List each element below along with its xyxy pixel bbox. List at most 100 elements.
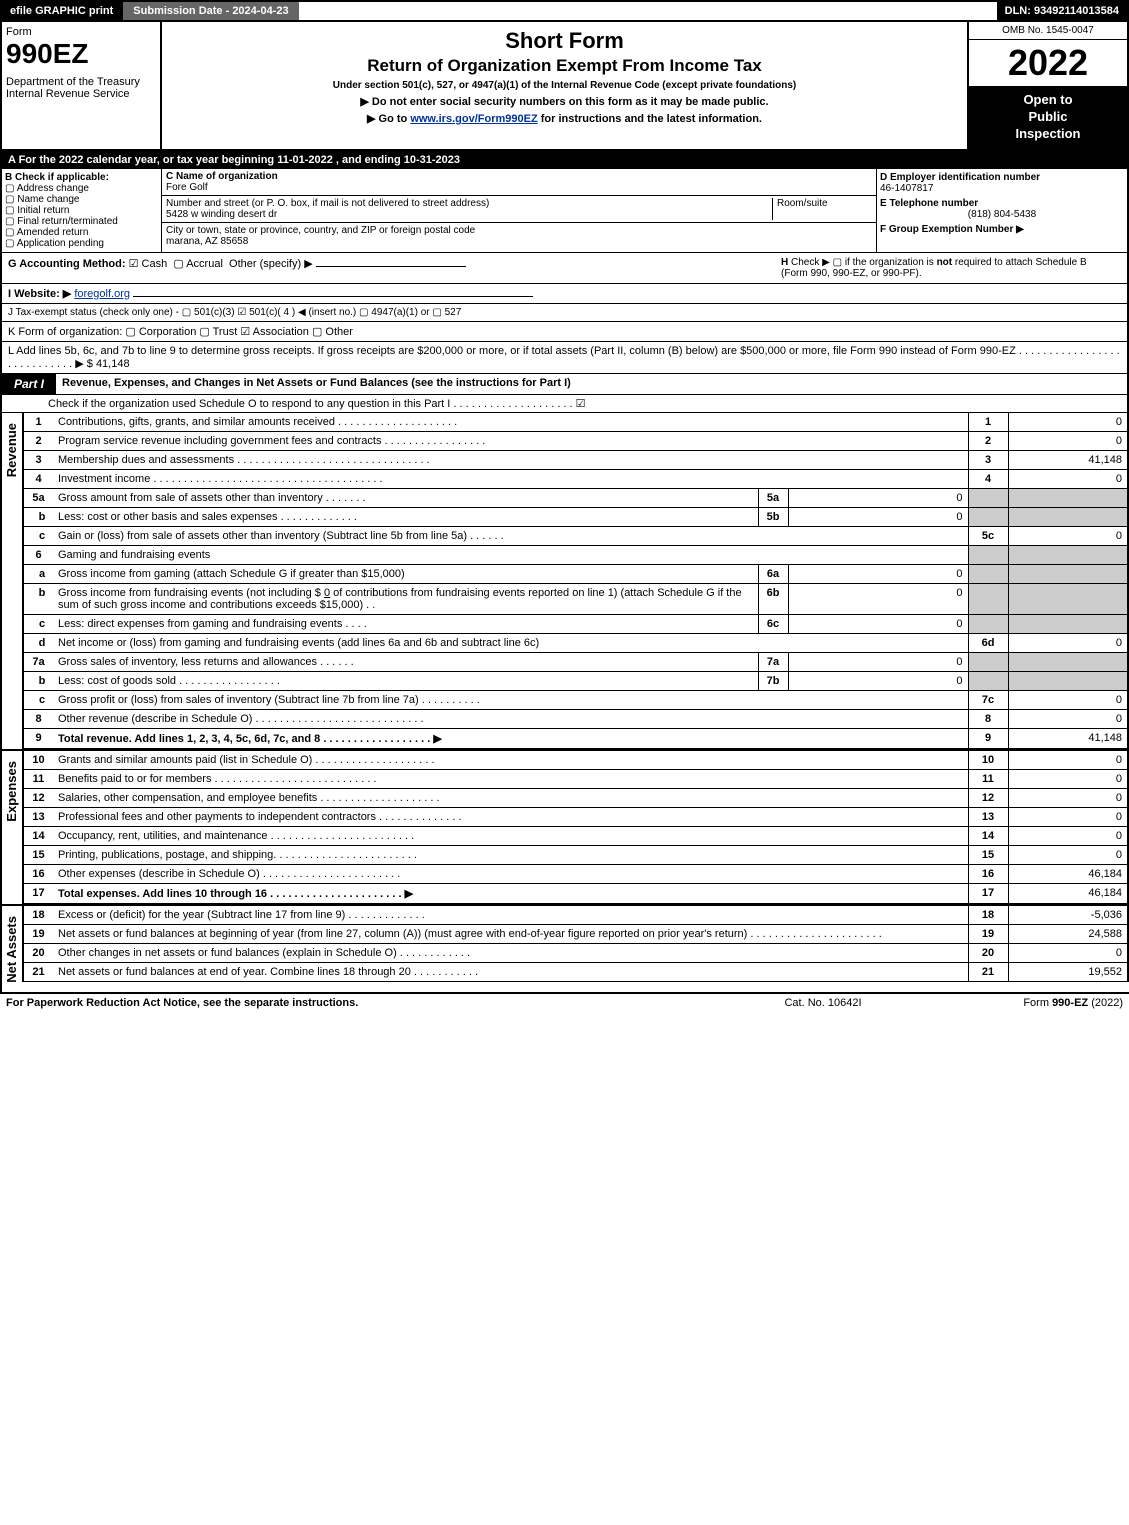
- shade-cell: [1008, 614, 1128, 633]
- ssn-warning: ▶ Do not enter social security numbers o…: [168, 95, 961, 108]
- line-desc: Excess or (deficit) for the year (Subtra…: [53, 906, 968, 925]
- other-specify-input[interactable]: [316, 266, 466, 267]
- inner-val: 0: [788, 583, 968, 614]
- line-16: 16Other expenses (describe in Schedule O…: [23, 864, 1128, 883]
- form-label: Form: [6, 26, 156, 38]
- row-i: I Website: ▶ foregolf.org: [0, 284, 1129, 304]
- cb-address-change[interactable]: ▢ Address change: [5, 183, 158, 194]
- line-9: 9Total revenue. Add lines 1, 2, 3, 4, 5c…: [23, 728, 1128, 748]
- line-rnum: 1: [968, 413, 1008, 432]
- i-label: I Website: ▶: [8, 288, 71, 300]
- org-name: Fore Golf: [166, 182, 208, 193]
- part-i-tab: Part I: [2, 374, 56, 394]
- inspect-3: Inspection: [1015, 126, 1080, 141]
- inner-val: 0: [788, 652, 968, 671]
- paperwork-notice: For Paperwork Reduction Act Notice, see …: [6, 997, 723, 1009]
- line-desc: Investment income . . . . . . . . . . . …: [53, 469, 968, 488]
- line-17: 17Total expenses. Add lines 10 through 1…: [23, 883, 1128, 903]
- l-value: 41,148: [96, 358, 130, 370]
- shade-cell: [968, 652, 1008, 671]
- revenue-table: 1Contributions, gifts, grants, and simil…: [22, 413, 1129, 749]
- cb-application-pending[interactable]: ▢ Application pending: [5, 238, 158, 249]
- goto-post: for instructions and the latest informat…: [538, 113, 762, 125]
- line-6a: aGross income from gaming (attach Schedu…: [23, 564, 1128, 583]
- line-num: b: [23, 671, 53, 690]
- cb-initial-return[interactable]: ▢ Initial return: [5, 205, 158, 216]
- line-rval: 46,184: [1008, 883, 1128, 903]
- line-19: 19Net assets or fund balances at beginni…: [23, 924, 1128, 943]
- line-7b: bLess: cost of goods sold . . . . . . . …: [23, 671, 1128, 690]
- l-text: L Add lines 5b, 6c, and 7b to line 9 to …: [8, 345, 1120, 370]
- line-rnum: 19: [968, 924, 1008, 943]
- shade-cell: [968, 583, 1008, 614]
- form-number: 990EZ: [6, 38, 156, 70]
- line-rnum: 16: [968, 864, 1008, 883]
- inner-num: 7a: [758, 652, 788, 671]
- line-rval: 41,148: [1008, 450, 1128, 469]
- cb-name-change[interactable]: ▢ Name change: [5, 194, 158, 205]
- cb-final-return[interactable]: ▢ Final return/terminated: [5, 216, 158, 227]
- h-text2: required to attach Schedule B: [952, 257, 1087, 268]
- line-rval: 0: [1008, 769, 1128, 788]
- line-rnum: 5c: [968, 526, 1008, 545]
- line-18: 18Excess or (deficit) for the year (Subt…: [23, 906, 1128, 925]
- line-desc: Contributions, gifts, grants, and simila…: [53, 413, 968, 432]
- line-rval: 0: [1008, 526, 1128, 545]
- box-d: D Employer identification number 46-1407…: [877, 169, 1127, 252]
- inspect-2: Public: [1028, 109, 1067, 124]
- line-7a: 7aGross sales of inventory, less returns…: [23, 652, 1128, 671]
- shade-cell: [1008, 507, 1128, 526]
- form-ref-post: (2022): [1088, 997, 1123, 1009]
- line-rnum: 17: [968, 883, 1008, 903]
- line-3: 3Membership dues and assessments . . . .…: [23, 450, 1128, 469]
- line-num: 6: [23, 545, 53, 564]
- line-desc: Program service revenue including govern…: [53, 431, 968, 450]
- goto-note: ▶ Go to www.irs.gov/Form990EZ for instru…: [168, 112, 961, 125]
- shade-cell: [1008, 488, 1128, 507]
- revenue-side-label: Revenue: [2, 413, 21, 487]
- cb-label: Initial return: [17, 205, 69, 216]
- cb-label: Amended return: [17, 227, 89, 238]
- box-b: B Check if applicable: ▢ Address change …: [2, 169, 162, 252]
- line-desc: Gross income from gaming (attach Schedul…: [53, 564, 758, 583]
- line-rval: 0: [1008, 633, 1128, 652]
- line-desc: Printing, publications, postage, and shi…: [53, 845, 968, 864]
- line-num: 1: [23, 413, 53, 432]
- line-num: b: [23, 583, 53, 614]
- revenue-section: Revenue 1Contributions, gifts, grants, a…: [0, 413, 1129, 751]
- row-l: L Add lines 5b, 6c, and 7b to line 9 to …: [0, 342, 1129, 374]
- accrual-label: Accrual: [186, 258, 223, 270]
- form-ref-bold: 990-EZ: [1052, 997, 1088, 1009]
- top-bar: efile GRAPHIC print Submission Date - 20…: [0, 0, 1129, 22]
- ein-value: 46-1407817: [880, 183, 1124, 194]
- box-b-title: B Check if applicable:: [5, 172, 158, 183]
- line-num: 3: [23, 450, 53, 469]
- line-6b: b Gross income from fundraising events (n…: [23, 583, 1128, 614]
- shade-cell: [968, 507, 1008, 526]
- line-num: 9: [23, 728, 53, 748]
- line-desc: Gross profit or (loss) from sales of inv…: [53, 690, 968, 709]
- shade-cell: [968, 614, 1008, 633]
- inner-num: 5a: [758, 488, 788, 507]
- cb-cash[interactable]: ☑: [129, 258, 139, 270]
- line-rnum: 8: [968, 709, 1008, 728]
- line-desc: Net income or (loss) from gaming and fun…: [53, 633, 968, 652]
- inner-num: 5b: [758, 507, 788, 526]
- website-link[interactable]: foregolf.org: [74, 288, 130, 300]
- shade-cell: [968, 564, 1008, 583]
- cb-accrual[interactable]: ▢: [173, 258, 183, 270]
- shade-cell: [1008, 671, 1128, 690]
- line-num: 17: [23, 883, 53, 903]
- inspect-1: Open to: [1023, 92, 1072, 107]
- row-gh: G Accounting Method: ☑ Cash ▢ Accrual Ot…: [0, 253, 1129, 284]
- cb-amended-return[interactable]: ▢ Amended return: [5, 227, 158, 238]
- line-rnum: 14: [968, 826, 1008, 845]
- line-desc: Membership dues and assessments . . . . …: [53, 450, 968, 469]
- line-desc: Benefits paid to or for members . . . . …: [53, 769, 968, 788]
- d1: Gross income from fundraising events (no…: [58, 587, 324, 599]
- line-rnum: 18: [968, 906, 1008, 925]
- form-ref-pre: Form: [1023, 997, 1052, 1009]
- shade-cell: [968, 488, 1008, 507]
- irs-link[interactable]: www.irs.gov/Form990EZ: [410, 113, 537, 125]
- expenses-side-label: Expenses: [2, 751, 21, 832]
